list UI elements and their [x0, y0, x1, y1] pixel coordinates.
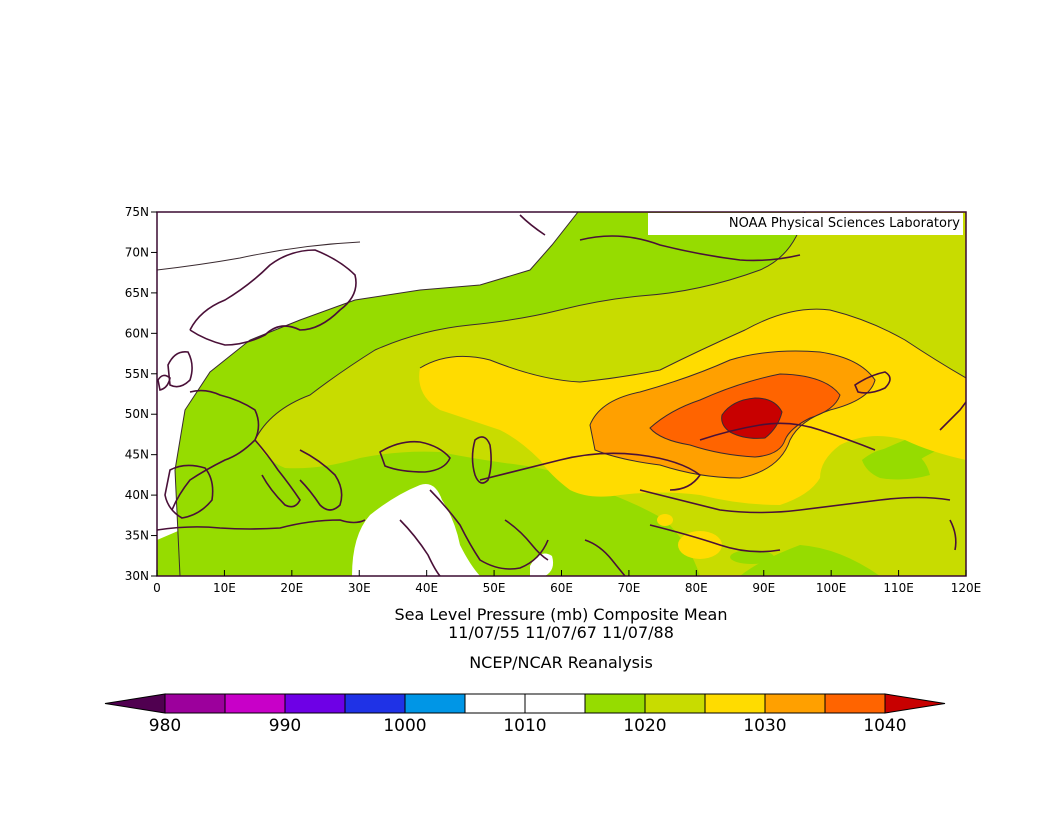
contour-1025	[419, 308, 966, 383]
colorbar-label: 1030	[743, 716, 786, 736]
coast-india	[584, 539, 626, 576]
contour-1030	[589, 350, 876, 479]
colorbar-bin	[584, 693, 646, 714]
colorbar-bin	[344, 693, 406, 714]
colorbar-bin	[644, 693, 706, 714]
coast-italy	[254, 439, 301, 508]
lon-tick-label: 30E	[348, 581, 371, 595]
lat-tick-label: 35N	[125, 529, 149, 543]
lat-tick-label: 30N	[125, 569, 149, 583]
lat-tick-label: 75N	[125, 205, 149, 219]
colorbar-label: 990	[269, 716, 301, 736]
lon-tick-label: 60E	[550, 581, 573, 595]
coast-kazakh-border	[479, 452, 702, 491]
lon-tick-label: 110E	[883, 581, 914, 595]
lon-tick-label: 0	[153, 581, 161, 595]
lat-tick-label: 70N	[125, 245, 149, 259]
field-hole-2	[352, 484, 480, 576]
coast-british-isles	[157, 350, 193, 391]
coast-arabia	[429, 489, 549, 570]
latitude-axis: 30N 35N 40N 45N 50N 55N 60N 65N 70N 75N	[125, 205, 157, 583]
coast-tibet	[649, 524, 781, 553]
lon-tick-label: 80E	[685, 581, 708, 595]
lon-tick-label: 10E	[213, 581, 236, 595]
contour-1010-north	[157, 241, 361, 271]
coastlines	[157, 214, 966, 576]
field-blob-yellow-1	[678, 531, 722, 559]
coast-north-africa	[157, 519, 366, 531]
colorbar-bin	[224, 693, 286, 714]
coast-iberia	[164, 464, 214, 519]
chart-title: Sea Level Pressure (mb) Composite Mean	[395, 605, 728, 624]
credit-text: NOAA Physical Sciences Laboratory	[729, 216, 960, 231]
lon-tick-label: 70E	[617, 581, 640, 595]
colorbar-bin	[764, 693, 826, 714]
coast-novaya-zemlya	[519, 214, 546, 236]
chart-source: NCEP/NCAR Reanalysis	[469, 653, 653, 672]
lat-tick-label: 65N	[125, 286, 149, 300]
contour-lines	[157, 212, 966, 576]
titles: Sea Level Pressure (mb) Composite Mean 1…	[395, 605, 728, 672]
map-panel: NOAA Physical Sciences Laboratory 0 10E 20…	[125, 205, 982, 595]
lon-tick-label: 50E	[483, 581, 506, 595]
colorbar-label: 980	[149, 716, 181, 736]
coast-balkans	[299, 449, 343, 511]
coast-caspian	[471, 436, 492, 484]
longitude-axis: 0 10E 20E 30E 40E 50E 60E 70E 80E 90E 100E 110E 120E	[153, 570, 981, 595]
coast-pacific-edge	[939, 401, 966, 431]
contour-1020	[254, 212, 806, 441]
colorbar-bin	[824, 693, 886, 714]
lat-tick-label: 60N	[125, 326, 149, 340]
credit-box	[648, 213, 963, 235]
lat-tick-label: 45N	[125, 448, 149, 462]
coast-persian-gulf	[504, 519, 549, 561]
lat-tick-label: 40N	[125, 488, 149, 502]
colorbar-bin	[164, 693, 226, 714]
colorbar-label: 1040	[863, 716, 906, 736]
coast-baikal	[854, 371, 891, 394]
field-blob-green	[730, 550, 774, 564]
colorbar-over-arrow	[884, 693, 946, 714]
coast-red-sea	[399, 519, 441, 576]
coast-korea	[949, 519, 957, 551]
colorbar-label: 1000	[383, 716, 426, 736]
coast-mongolia-border	[699, 422, 876, 451]
coast-arctic	[579, 235, 801, 262]
colorbar-bin	[524, 693, 586, 714]
lon-tick-label: 100E	[816, 581, 847, 595]
coast-china-border	[639, 489, 951, 514]
lon-tick-label: 40E	[415, 581, 438, 595]
colorbar-under-arrow	[104, 693, 166, 714]
field-above-1040	[721, 398, 782, 439]
lon-tick-label: 20E	[280, 581, 303, 595]
colorbar-label: 1010	[503, 716, 546, 736]
colorbar-label: 1020	[623, 716, 666, 736]
contour-1040	[721, 397, 783, 439]
colorbar-bin	[704, 693, 766, 714]
colorbar-bin	[284, 693, 346, 714]
chart-dates: 11/07/55 11/07/67 11/07/88	[448, 623, 674, 642]
colorbar: 980 990 1000 1010 1020 1030 1040	[104, 693, 946, 736]
field-pocket-green	[862, 447, 930, 480]
coast-black-sea	[379, 440, 451, 473]
colorbar-bin	[464, 693, 526, 714]
contour-1015	[174, 212, 579, 576]
lon-tick-label: 90E	[752, 581, 775, 595]
lat-tick-label: 50N	[125, 407, 149, 421]
colorbar-bin	[404, 693, 466, 714]
lon-tick-label: 120E	[951, 581, 982, 595]
contour-1035	[649, 373, 841, 458]
pressure-field: NOAA Physical Sciences Laboratory	[157, 212, 966, 576]
lat-tick-label: 55N	[125, 367, 149, 381]
field-blob-yellow-2	[657, 514, 673, 526]
coast-scandinavia	[189, 249, 357, 346]
